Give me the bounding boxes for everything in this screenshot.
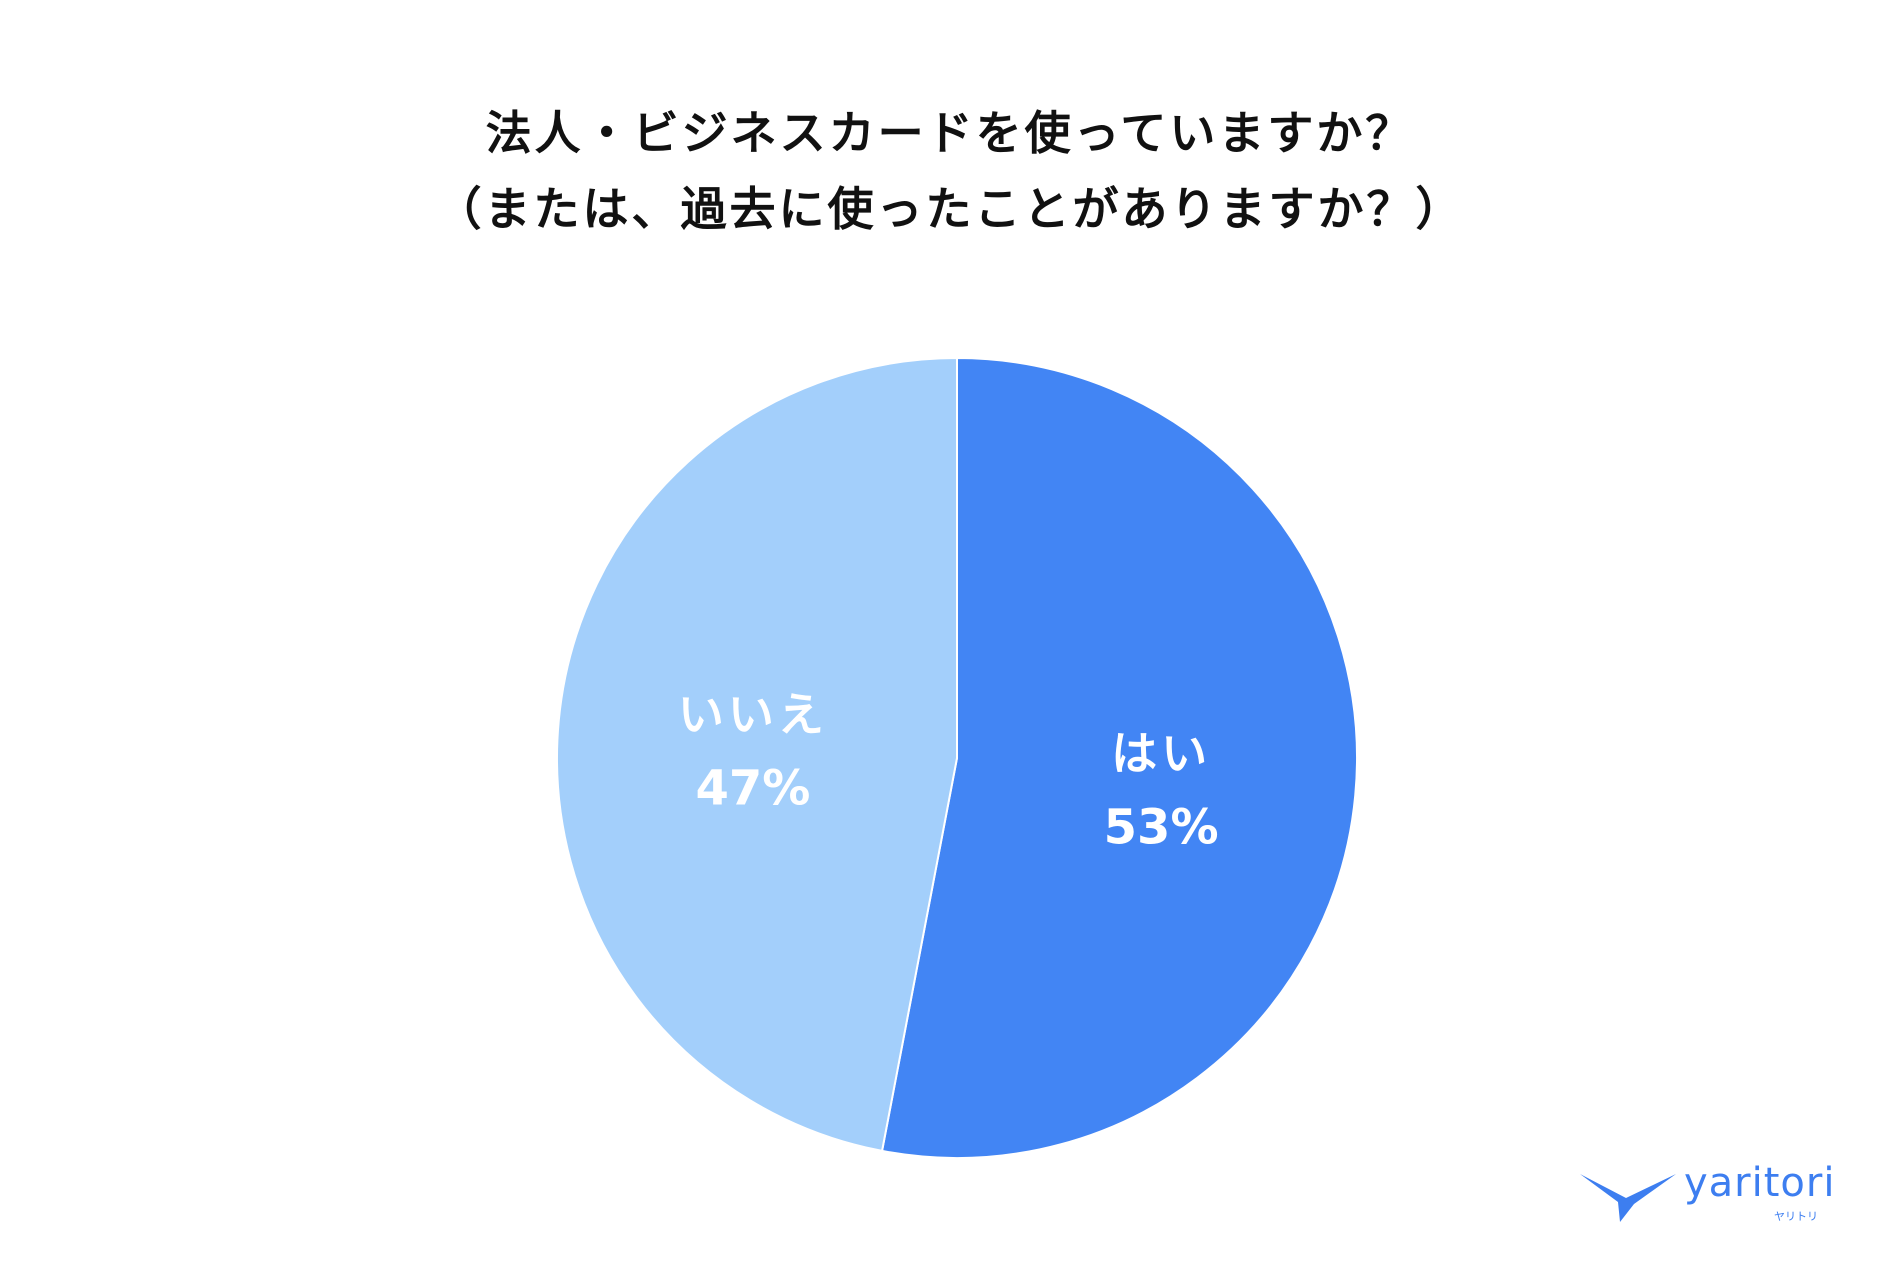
slice-label-0: はい [1111,726,1211,780]
slice-value-label-1: 47% [695,761,810,817]
logo-subtext: ヤリトリ [1774,1210,1818,1223]
chart-title-line-2: （または、過去に使ったことがありますか？） [435,182,1465,236]
slice-label-1: いいえ [678,688,828,742]
chart-title: 法人・ビジネスカードを使っていますか？ （または、過去に使ったことがありますか？… [0,95,1900,247]
logo-text: yaritori [1684,1160,1836,1206]
yaritori-logo: yaritori ヤリトリ [1578,1160,1834,1230]
slice-value-label-0: 53% [1104,799,1219,855]
bird-logo-icon [1580,1174,1676,1222]
chart-title-line-1: 法人・ビジネスカードを使っていますか？ [485,106,1415,160]
pie-slice-0 [880,356,1359,1159]
pie-slice-1 [556,356,958,1153]
